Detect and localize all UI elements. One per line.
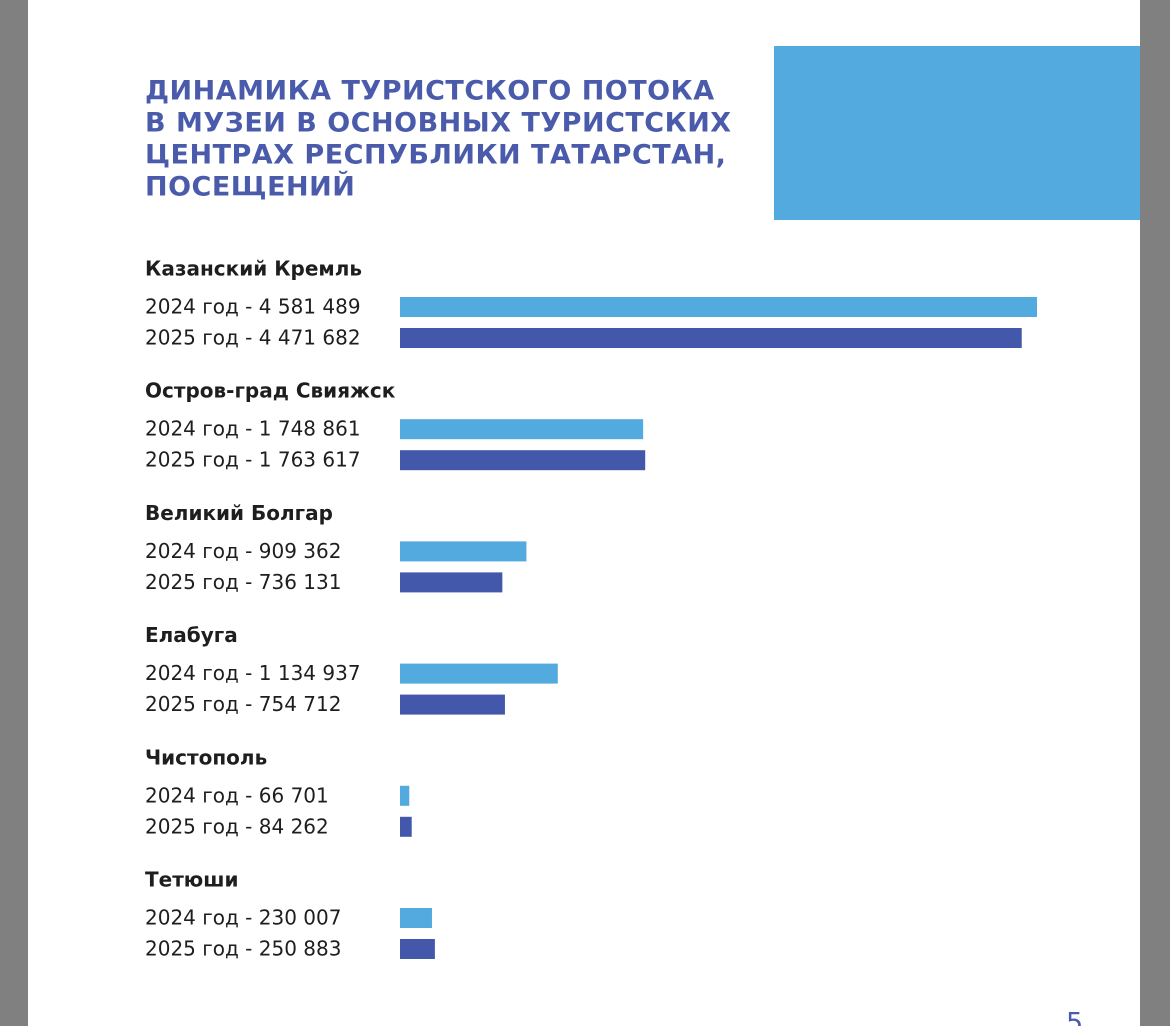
value-label: 2024 год - 1 134 937 <box>145 661 361 685</box>
bar <box>400 419 644 440</box>
bar <box>400 572 503 593</box>
bar <box>400 939 435 959</box>
value-label: 2024 год - 230 007 <box>145 906 341 930</box>
category-label: Остров-град Свияжск <box>145 379 396 403</box>
page-number: 5 <box>1066 1008 1084 1026</box>
bar <box>400 541 527 562</box>
category-label: Чистополь <box>145 745 267 769</box>
value-label: 2025 год - 754 712 <box>145 692 341 716</box>
category-label: Елабуга <box>145 623 238 647</box>
value-label: 2025 год - 84 262 <box>145 814 329 838</box>
value-label: 2025 год - 4 471 682 <box>145 326 361 350</box>
value-label: 2024 год - 4 581 489 <box>145 295 361 319</box>
chart-title: ЦЕНТРАХ РЕСПУБЛИКИ ТАТАРСТАН, <box>145 140 726 171</box>
bar <box>400 663 558 684</box>
value-label: 2025 год - 1 763 617 <box>145 448 361 472</box>
decor-block <box>774 46 1140 220</box>
bar <box>400 908 432 928</box>
value-label: 2025 год - 250 883 <box>145 937 341 961</box>
category-label: Великий Болгар <box>145 501 333 525</box>
category-label: Казанский Кремль <box>145 257 362 281</box>
bar <box>400 694 505 715</box>
category-label: Тетюши <box>145 868 239 892</box>
bar <box>400 450 646 471</box>
value-label: 2024 год - 1 748 861 <box>145 417 361 441</box>
bar <box>400 816 412 837</box>
bar <box>400 785 410 806</box>
bar <box>400 328 1022 348</box>
chart-title: В МУЗЕИ В ОСНОВНЫХ ТУРИСТСКИХ <box>145 108 732 139</box>
value-label: 2024 год - 66 701 <box>145 783 329 807</box>
value-label: 2024 год - 909 362 <box>145 539 341 563</box>
value-label: 2025 год - 736 131 <box>145 570 341 594</box>
chart-title: ПОСЕЩЕНИЙ <box>145 171 355 203</box>
chart-title: ДИНАМИКА ТУРИСТСКОГО ПОТОКА <box>145 76 715 107</box>
bar <box>400 297 1037 317</box>
